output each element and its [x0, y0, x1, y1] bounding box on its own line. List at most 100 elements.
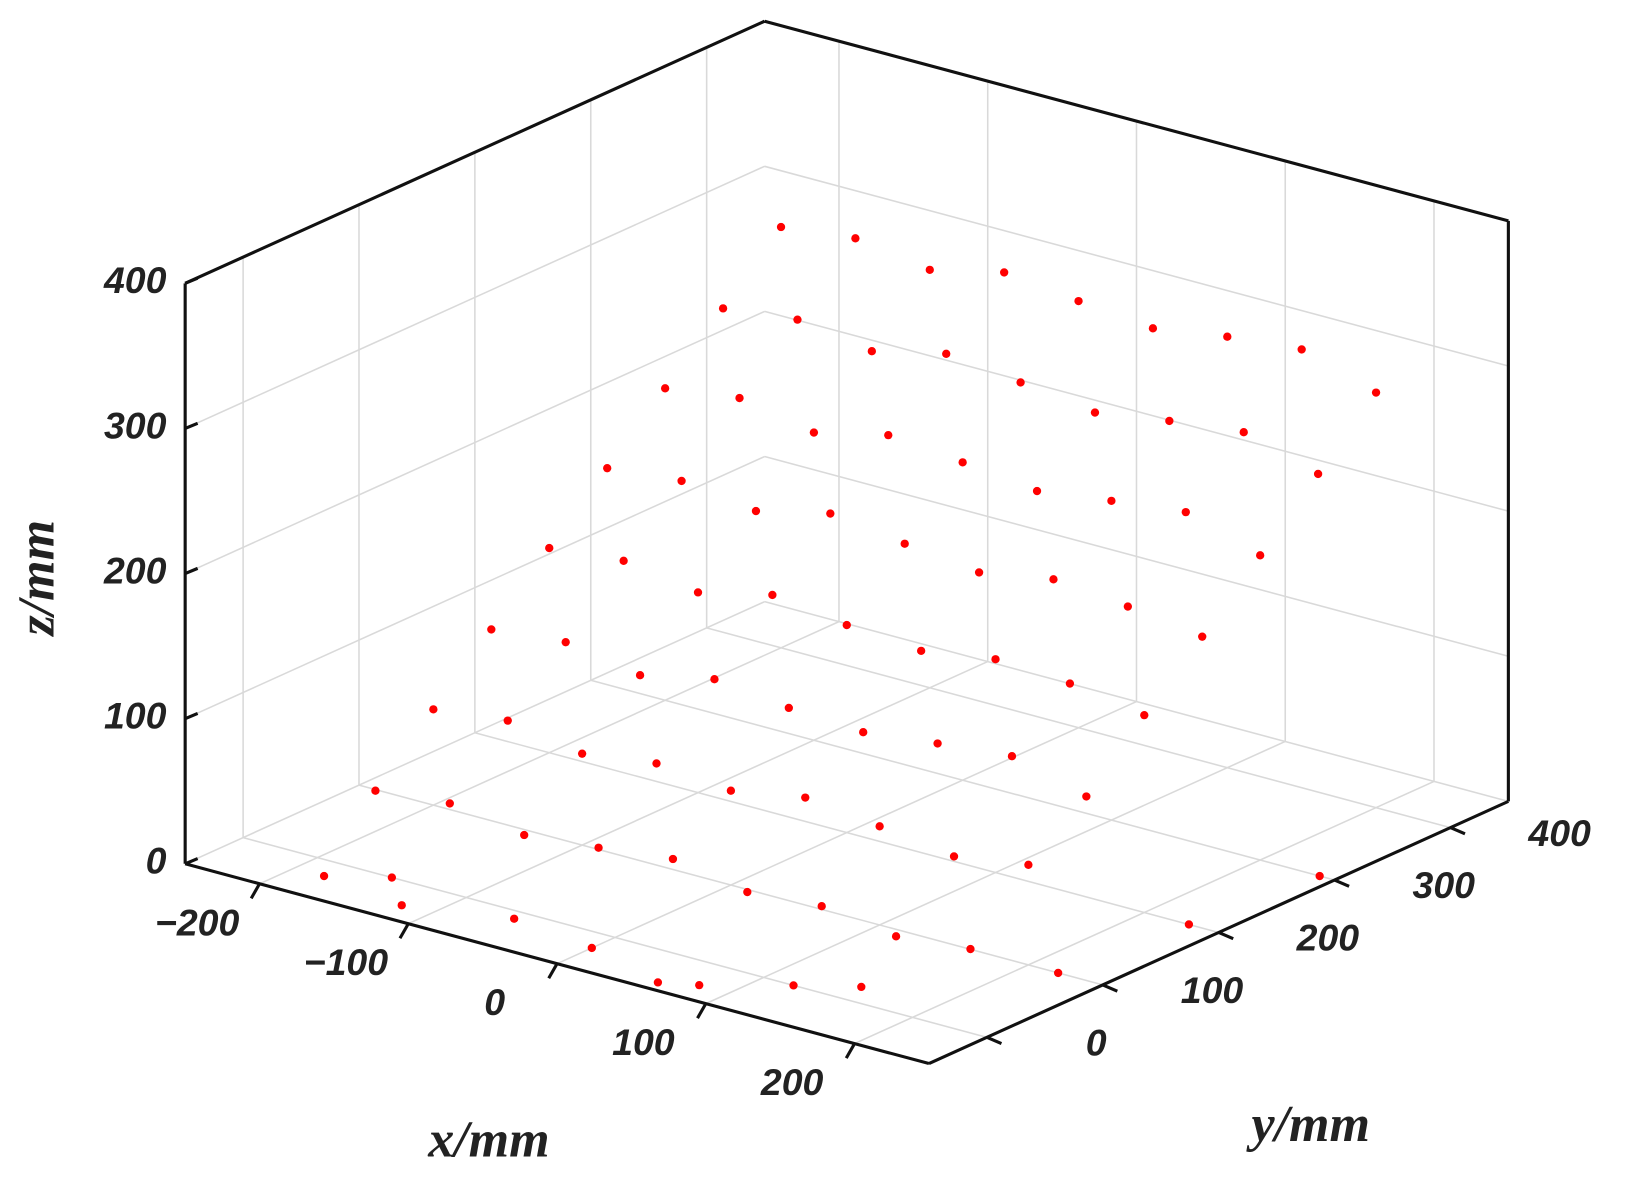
y-tick — [1102, 983, 1118, 993]
point — [842, 620, 851, 630]
point — [387, 873, 397, 882]
z-tick-label: 100 — [104, 695, 167, 737]
point — [851, 234, 860, 243]
point — [1123, 602, 1133, 611]
x-tick — [398, 922, 410, 940]
z-tick — [184, 566, 199, 576]
point — [1024, 860, 1033, 869]
x-tick-label: −200 — [155, 901, 240, 943]
point — [652, 759, 661, 768]
point — [509, 914, 519, 923]
point — [635, 671, 645, 680]
point — [768, 590, 777, 600]
point — [677, 476, 686, 486]
point — [587, 943, 596, 953]
point — [999, 268, 1009, 277]
grid-line — [474, 731, 1219, 934]
point — [1184, 920, 1194, 929]
y-tick — [986, 1035, 1003, 1045]
grid-line — [764, 600, 1509, 803]
y-tick — [1449, 826, 1466, 836]
point — [603, 464, 612, 473]
point — [726, 786, 736, 795]
point — [966, 944, 975, 954]
y-tick-label: 100 — [1181, 969, 1244, 1011]
point — [668, 854, 678, 864]
point — [653, 978, 663, 987]
point — [884, 430, 893, 440]
z-tick-label: 200 — [103, 549, 167, 591]
grid-line — [184, 455, 765, 720]
point — [1007, 752, 1017, 761]
z-tick-label: 0 — [146, 840, 167, 882]
grid-line — [184, 600, 765, 865]
x-tick-label: −100 — [304, 941, 389, 983]
point — [900, 539, 909, 548]
y-tick-label: 200 — [1296, 917, 1360, 959]
point — [857, 982, 866, 992]
point — [660, 384, 670, 393]
point — [487, 625, 496, 634]
x-tick-label: 0 — [484, 981, 505, 1023]
point — [859, 728, 868, 737]
point — [1256, 551, 1265, 560]
z-tick — [184, 421, 199, 430]
point — [1198, 632, 1207, 641]
point — [1165, 416, 1174, 426]
point — [577, 749, 587, 758]
point — [1181, 507, 1190, 517]
x-tick — [844, 1042, 856, 1059]
point — [503, 716, 512, 725]
point — [319, 871, 329, 881]
grid-line — [764, 165, 1509, 367]
point — [958, 458, 967, 467]
grid-line — [184, 310, 765, 575]
z-tick-label: 400 — [103, 259, 167, 301]
x-tick — [696, 1002, 708, 1019]
point — [801, 793, 810, 802]
point — [545, 543, 554, 553]
point — [1140, 710, 1149, 720]
point — [1032, 486, 1042, 496]
point — [776, 222, 786, 232]
point — [710, 675, 719, 684]
point — [429, 705, 438, 714]
point — [789, 981, 798, 990]
point — [1074, 296, 1083, 306]
grid-line — [242, 836, 988, 1039]
point — [445, 799, 454, 808]
point — [695, 980, 704, 990]
point — [809, 428, 819, 437]
grid-line — [764, 310, 1509, 512]
z-tick — [184, 857, 199, 866]
point — [826, 509, 835, 518]
point — [817, 902, 826, 911]
point — [949, 852, 959, 861]
grid-line — [764, 455, 1509, 658]
point — [875, 822, 884, 831]
point — [1371, 388, 1381, 397]
grid-line — [184, 165, 765, 430]
point — [867, 347, 876, 356]
point — [619, 556, 628, 565]
y-tick-label: 0 — [1086, 1022, 1107, 1064]
x-tick-label: 100 — [612, 1021, 675, 1063]
point — [1082, 792, 1091, 801]
z-tick — [184, 712, 199, 721]
grid-line — [358, 784, 1103, 986]
x-tick — [547, 962, 559, 980]
point — [1315, 871, 1324, 881]
x-tick-label: 200 — [760, 1061, 824, 1103]
point — [1297, 345, 1306, 354]
point — [371, 786, 380, 795]
point — [1313, 469, 1323, 479]
point — [933, 739, 942, 748]
y-tick — [1218, 931, 1234, 941]
y-axis-title: y/mm — [1246, 1096, 1370, 1153]
point — [1239, 428, 1248, 437]
point — [1016, 378, 1025, 387]
point — [974, 568, 984, 577]
x-tick — [249, 883, 261, 900]
